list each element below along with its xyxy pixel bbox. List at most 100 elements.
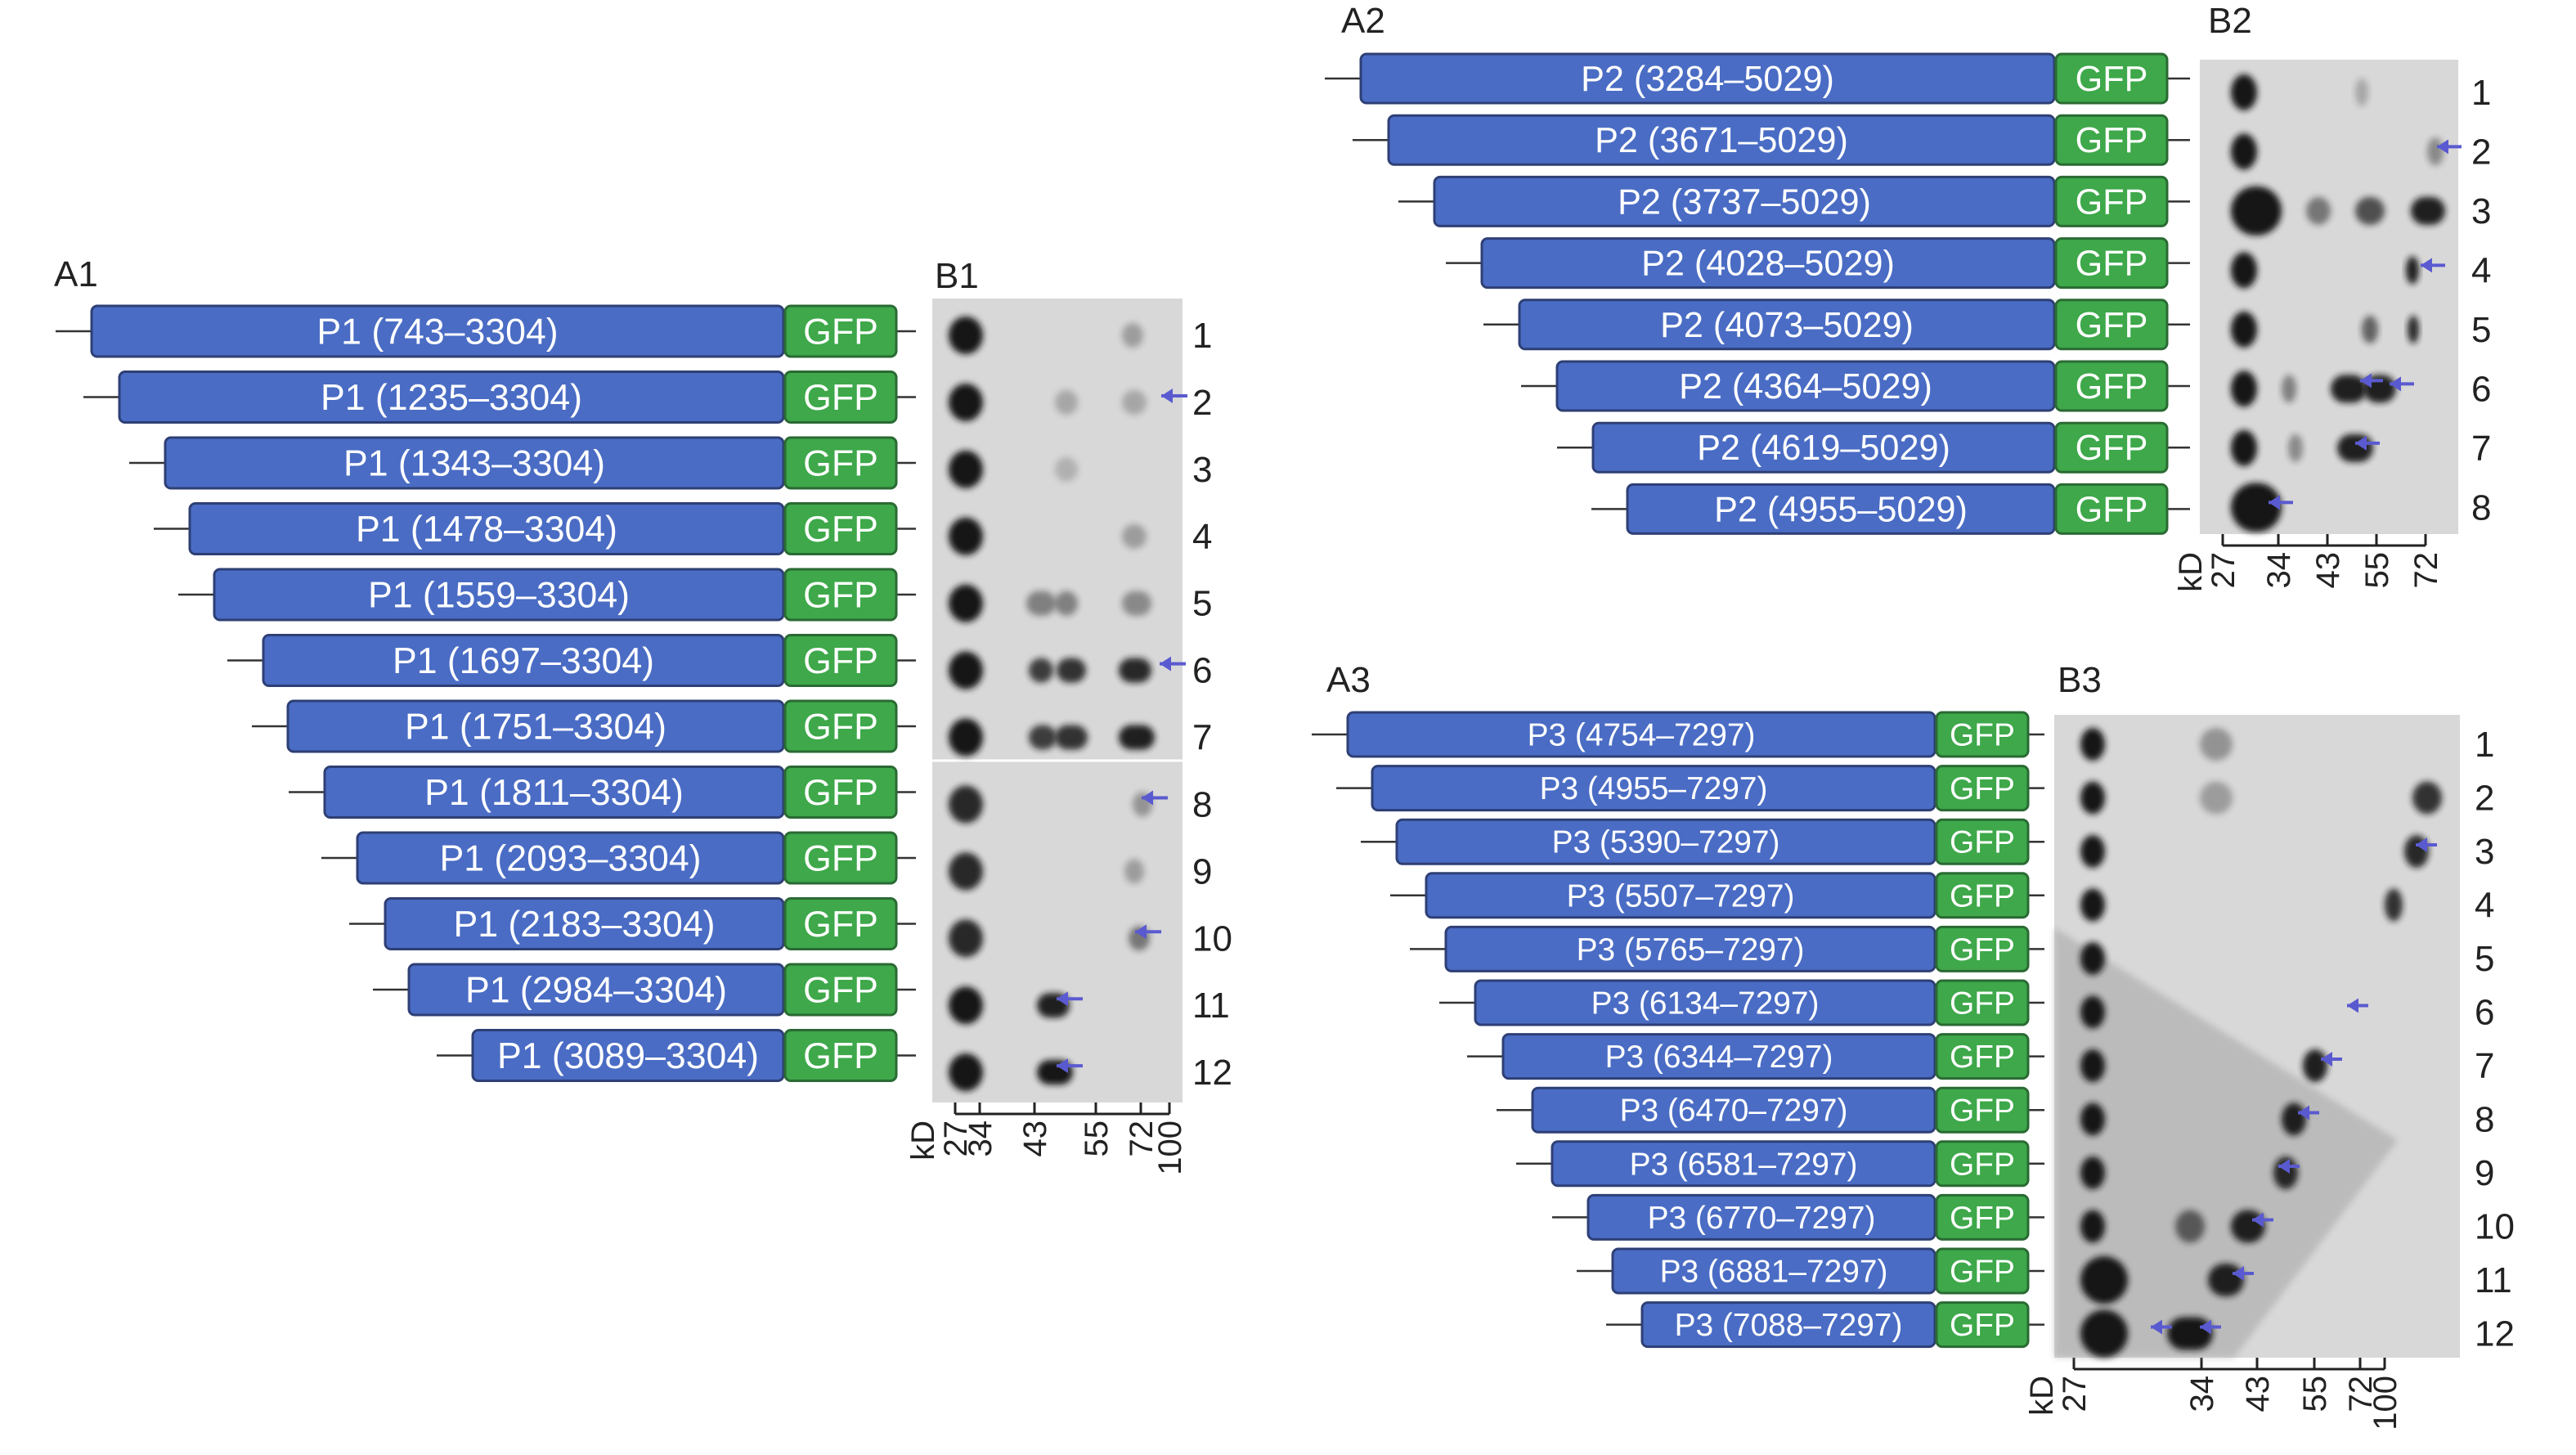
marker-label: 100 <box>1152 1120 1188 1175</box>
gfp-tag <box>1935 925 2030 972</box>
construct-bar <box>1474 979 1936 1026</box>
construct-row: P3 (6134–7297) GFP <box>1439 979 2044 1026</box>
gfp-label: GFP <box>803 773 878 813</box>
gfp-label: GFP <box>1950 986 2015 1022</box>
gel-band <box>2362 315 2378 344</box>
gfp-tag <box>783 502 898 555</box>
marker-label: 27 <box>2057 1376 2093 1412</box>
construct-row: P3 (5507–7297) GFP <box>1390 872 2044 919</box>
arrow-head <box>2298 1105 2309 1120</box>
panel-label-a2: A2 <box>1341 1 1385 41</box>
band-arrow <box>2421 258 2445 273</box>
band-arrow <box>2355 435 2380 451</box>
marker-label: 72 <box>2343 1376 2379 1412</box>
gel-band <box>2231 74 2257 110</box>
construct-label: P2 (3671–5029) <box>1595 121 1848 160</box>
lane-number: 11 <box>1192 986 1230 1026</box>
panel-label-b1: B1 <box>935 256 979 296</box>
unit-label: kD <box>2173 552 2209 592</box>
arrow-head <box>2390 376 2401 392</box>
construct-bar <box>1555 360 2056 412</box>
band-arrow <box>2252 1212 2273 1228</box>
lane-number: 3 <box>2471 191 2491 231</box>
construct-bar <box>262 634 785 687</box>
gel-band <box>2427 137 2444 166</box>
gel-band <box>2355 196 2385 225</box>
gel-band <box>949 584 983 622</box>
gfp-label: GFP <box>1950 825 2015 860</box>
construct-row: P1 (1478–3304) GFP <box>154 502 916 555</box>
marker-label: 55 <box>1079 1120 1115 1157</box>
gel-band <box>1055 389 1078 415</box>
marker-label: 34 <box>2261 552 2297 589</box>
gel-band <box>2200 781 2233 815</box>
marker-label: 27 <box>938 1120 974 1157</box>
lane-number: 10 <box>1192 918 1232 959</box>
construct-label: P1 (1559–3304) <box>368 576 630 616</box>
gfp-tag <box>783 370 898 424</box>
construct-bar <box>1626 483 2056 535</box>
lane-number: 1 <box>2471 73 2491 113</box>
gel-band <box>1122 591 1151 616</box>
gel-band <box>949 852 983 891</box>
construct-row: P3 (6770–7297) GFP <box>1552 1193 2044 1241</box>
band-arrow <box>2200 1319 2221 1335</box>
construct-bar <box>471 1029 785 1082</box>
construct-bar <box>188 502 785 555</box>
gfp-label: GFP <box>2076 245 2148 284</box>
marker-label: 72 <box>1124 1120 1160 1157</box>
construct-row: P2 (4073–5029) GFP <box>1483 299 2190 351</box>
construct-bar <box>90 304 785 358</box>
gel-band <box>2231 311 2257 348</box>
gel-band <box>2406 256 2419 285</box>
gfp-tag <box>1935 979 2030 1026</box>
lane-number: 7 <box>2475 1046 2494 1086</box>
gel-smear <box>2054 927 2398 1358</box>
band-arrow <box>1057 1058 1083 1074</box>
construct-bar <box>1395 818 1936 865</box>
arrow-head <box>2321 1052 2332 1067</box>
band-arrow <box>1142 790 1168 806</box>
lane-number: 4 <box>1192 517 1212 557</box>
gfp-tag <box>783 634 898 687</box>
arrow-head <box>2360 373 2372 388</box>
marker-label: 27 <box>2206 552 2242 589</box>
construct-label: P1 (2984–3304) <box>465 971 727 1011</box>
lane-number: 7 <box>2471 429 2491 469</box>
gel-band <box>1122 323 1143 348</box>
lane-number: 2 <box>2471 132 2491 172</box>
gfp-label: GFP <box>2076 121 2148 160</box>
gfp-tag <box>2054 421 2169 474</box>
construct-label: P1 (2183–3304) <box>453 905 715 945</box>
gfp-tag <box>1935 1033 2030 1080</box>
construct-label: P1 (1697–3304) <box>393 641 654 681</box>
lane-number: 2 <box>1192 383 1212 423</box>
lane-number: 5 <box>2475 939 2494 979</box>
construct-row: P3 (6581–7297) GFP <box>1516 1140 2044 1188</box>
construct-row: P1 (1343–3304) GFP <box>129 436 916 490</box>
gfp-tag <box>783 831 898 885</box>
lane-number: 6 <box>2475 993 2494 1033</box>
band-arrow <box>1161 388 1187 403</box>
construct-row: P2 (4619–5029) GFP <box>1557 421 2190 474</box>
construct-label: P2 (4619–5029) <box>1697 429 1950 468</box>
gfp-label: GFP <box>803 576 878 616</box>
gfp-label: GFP <box>1950 771 2015 806</box>
construct-label: P3 (6881–7297) <box>1660 1255 1888 1290</box>
gel-band <box>2231 483 2282 532</box>
panel-label-b3: B3 <box>2058 660 2102 700</box>
gfp-label: GFP <box>1950 1147 2015 1182</box>
gfp-label: GFP <box>1950 1308 2015 1343</box>
gfp-label: GFP <box>803 510 878 550</box>
panel-label-a3: A3 <box>1326 660 1371 700</box>
gel-band <box>2231 186 2282 236</box>
lane-number: 10 <box>2475 1207 2515 1247</box>
construct-bar <box>286 699 785 753</box>
band-arrow <box>2151 1319 2172 1335</box>
gfp-label: GFP <box>803 1036 878 1076</box>
arrow-head <box>2269 495 2280 510</box>
gel-band <box>2175 1210 2205 1243</box>
lane-number: 12 <box>2475 1314 2515 1354</box>
